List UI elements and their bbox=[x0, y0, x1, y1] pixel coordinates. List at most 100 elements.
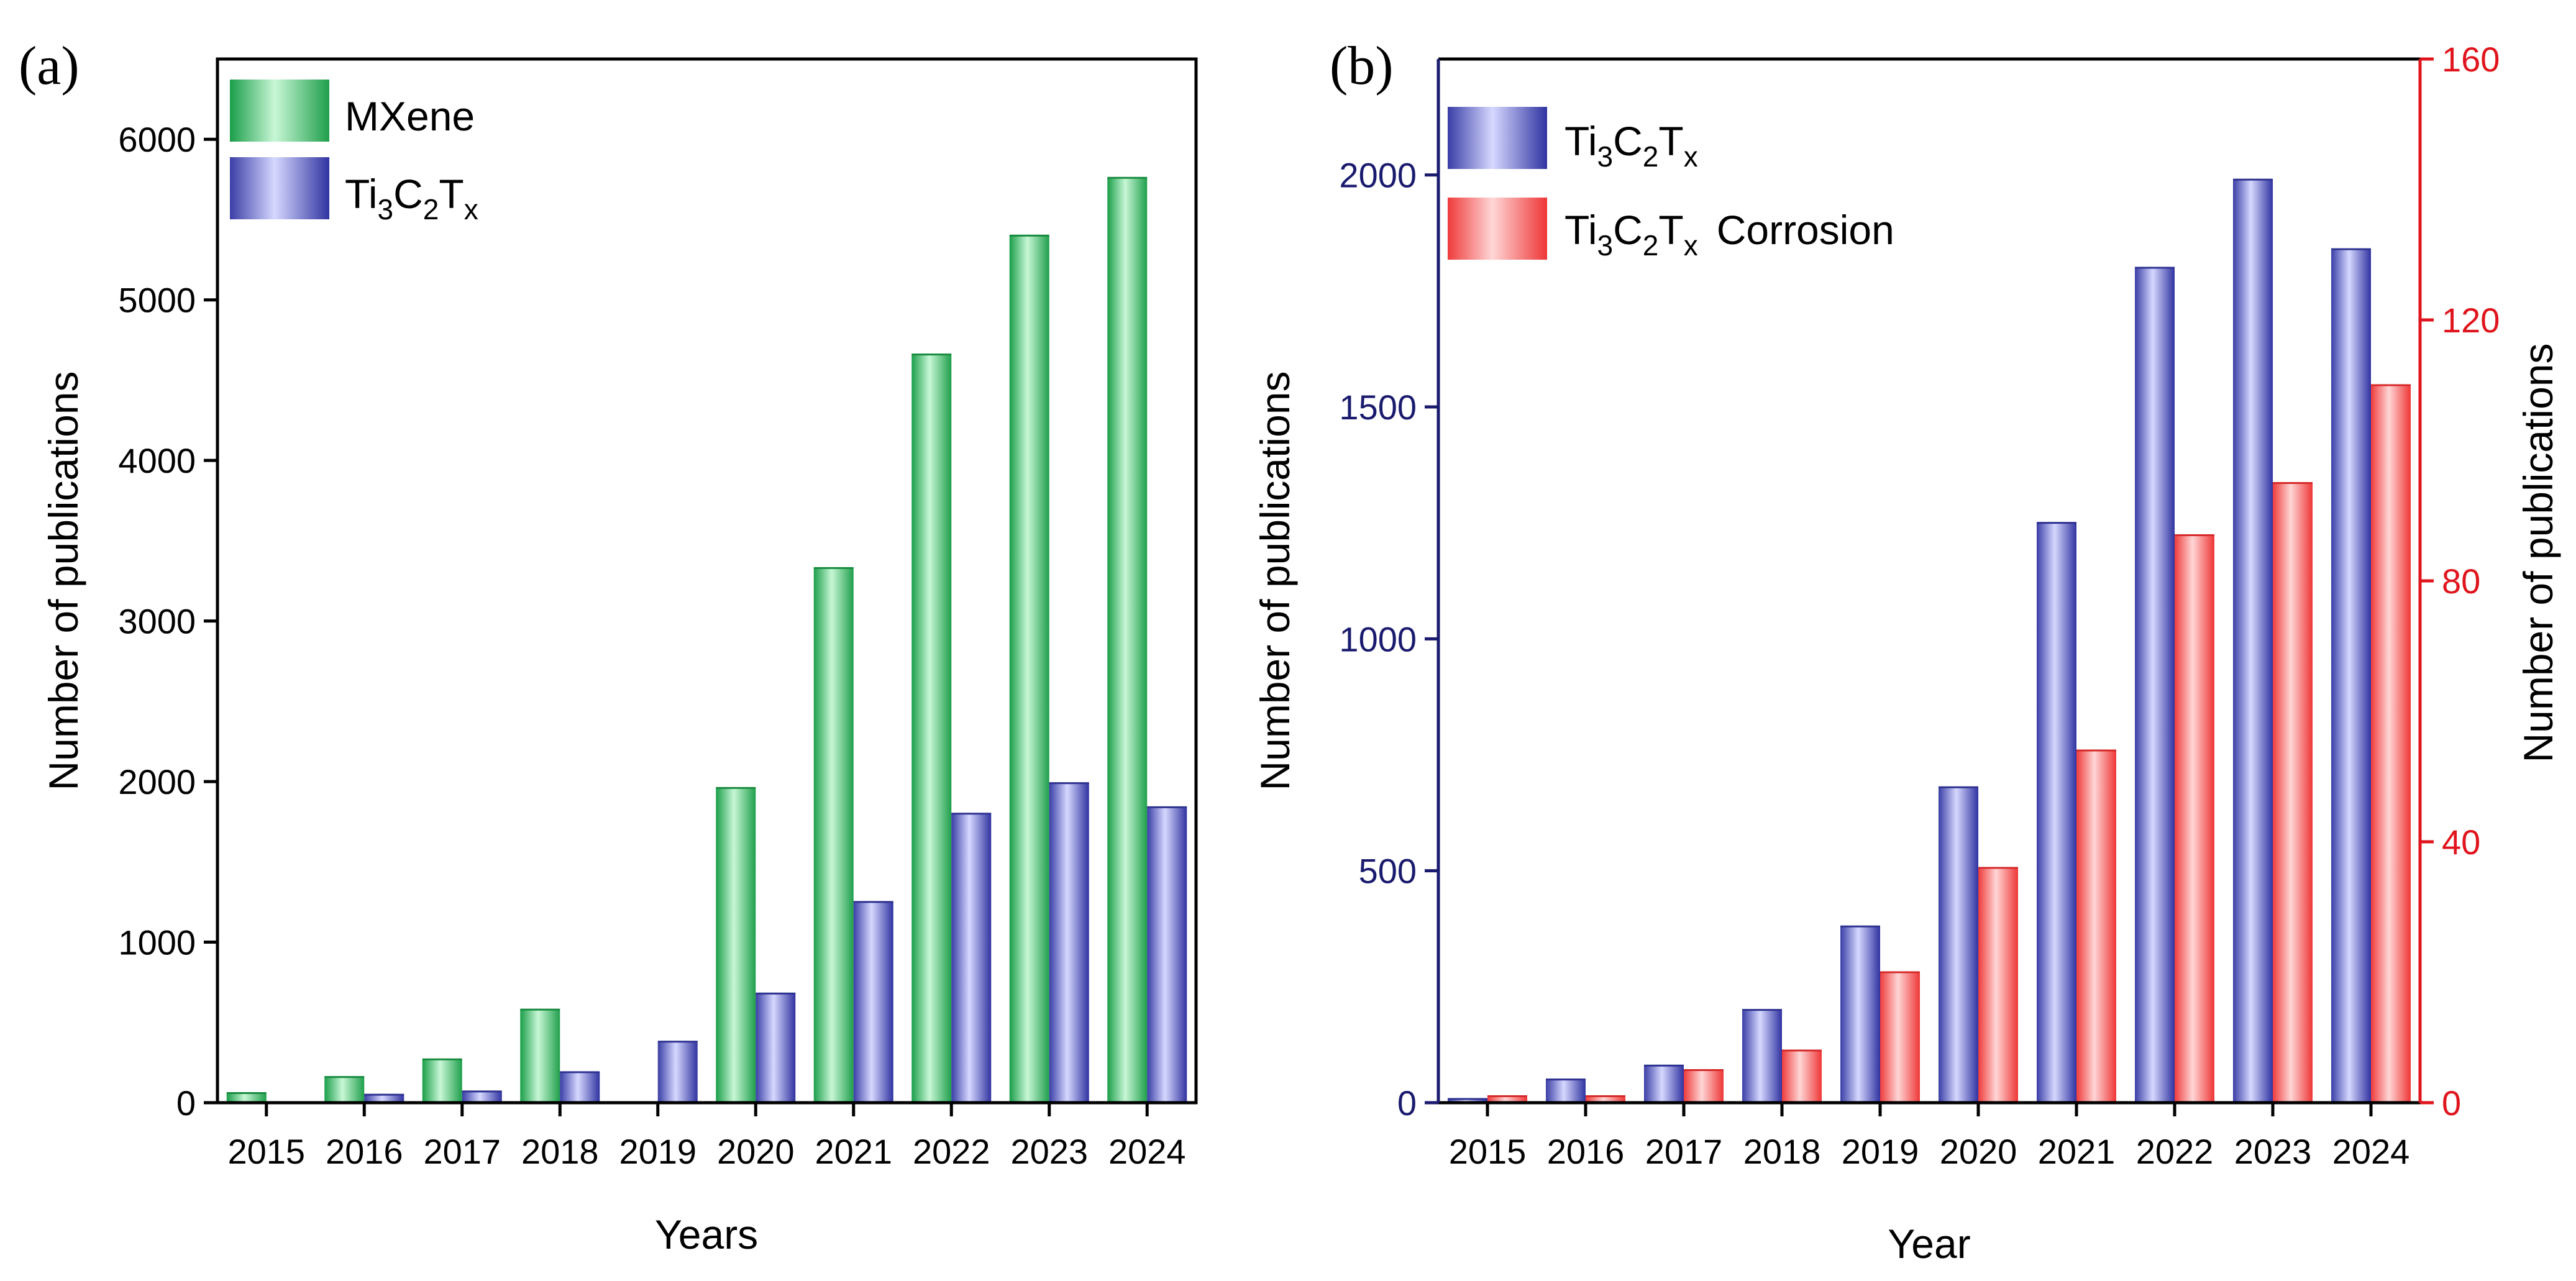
panel-b-bar-ti3c2tx-2015 bbox=[1448, 1099, 1487, 1103]
panel-b-bar-x-tick-label: 2017 bbox=[1645, 1132, 1723, 1171]
panel-a-y-label: Number of publications bbox=[40, 371, 86, 790]
panel-a-label: (a) bbox=[19, 36, 80, 96]
panel-b-y-axis-left-tick-label: 500 bbox=[1359, 852, 1417, 891]
panel-a-plot-frame bbox=[216, 57, 1198, 1105]
panel-a-bar-mxene-2021 bbox=[813, 568, 854, 1103]
panel-a-bar-ti3c2tx-2024 bbox=[1147, 807, 1187, 1103]
panel-b-bar-x-tick-label: 2018 bbox=[1743, 1132, 1821, 1171]
panel-a-bar-mxene-2016 bbox=[324, 1077, 365, 1103]
panel-a-bar-ti3c2tx-2022 bbox=[951, 813, 992, 1103]
panel-b-bar-corrosion-2020 bbox=[1978, 868, 2018, 1103]
panel-a-bar-x-tick-label: 2018 bbox=[521, 1132, 599, 1171]
panel-a-bar-ti3c2tx-2019 bbox=[657, 1041, 698, 1103]
panel-b-y-label-left: Number of publications bbox=[1252, 371, 1298, 790]
panel-b-bar-x-tick-label: 2022 bbox=[2136, 1132, 2214, 1171]
panel-b-bar-corrosion-2017 bbox=[1684, 1070, 1724, 1103]
panel-b-y-axis-left-tick-label: 2000 bbox=[1339, 156, 1417, 195]
panel-a-bar-x-tick-label: 2019 bbox=[619, 1132, 697, 1171]
panel-b-bar-corrosion-2021 bbox=[2076, 750, 2116, 1103]
panel-a-bar-x-tick-label: 2023 bbox=[1010, 1132, 1088, 1171]
panel-b-y-axis-right-tick-label: 160 bbox=[2442, 40, 2500, 79]
panel-a-bar-ti3c2tx-2016 bbox=[364, 1095, 404, 1103]
panel-a-bars bbox=[226, 176, 1187, 1103]
panel-a-bar-mxene-2020 bbox=[716, 788, 756, 1103]
panel-b-bar-ti3c2tx-2024 bbox=[2331, 249, 2371, 1103]
legend-label-corrosion: Ti3C2Tx Corrosion bbox=[1564, 207, 1894, 262]
panel-a-y-axis-tick-label: 4000 bbox=[118, 441, 196, 480]
panel-b-bar-corrosion-2016 bbox=[1586, 1096, 1625, 1103]
panel-b-legend: Ti3C2Tx Ti3C2Tx Corrosion bbox=[1448, 107, 1894, 262]
panel-a-bar-mxene-2022 bbox=[911, 354, 952, 1103]
legend-swatch-mxene bbox=[230, 80, 329, 142]
panel-b-bar-x-tick-label: 2016 bbox=[1547, 1132, 1625, 1171]
panel-b-bar-ti3c2tx-2023 bbox=[2233, 180, 2273, 1103]
panel-b-x-label: Year bbox=[1888, 1221, 1970, 1267]
legend-swatch-ti3c2tx-b bbox=[1448, 107, 1547, 169]
panel-a-y-axis-tick-label: 2000 bbox=[118, 762, 196, 801]
panel-a-legend: MXene Ti3C2Tx bbox=[230, 80, 478, 226]
panel-b-bar-x-tick-label: 2024 bbox=[2332, 1132, 2410, 1171]
panel-b-y-axis-left-tick-label: 0 bbox=[1397, 1083, 1417, 1123]
panel-b-y-axis-left-tick-label: 1500 bbox=[1339, 388, 1417, 427]
panel-a-y-axis-tick-label: 0 bbox=[176, 1083, 196, 1123]
legend-swatch-ti3c2tx bbox=[230, 157, 329, 219]
panel-a-y-axis-tick-label: 1000 bbox=[118, 923, 196, 962]
panel-b-bar-corrosion-2022 bbox=[2175, 535, 2214, 1103]
panel-b-bar-corrosion-2023 bbox=[2273, 483, 2313, 1103]
panel-b-bar-corrosion-2018 bbox=[1782, 1051, 1822, 1103]
panel-a-bar-x-tick-label: 2022 bbox=[913, 1132, 990, 1171]
legend-swatch-corrosion bbox=[1448, 198, 1547, 260]
panel-b-y-axis-right-tick-label: 80 bbox=[2442, 562, 2480, 601]
panel-b-label: (b) bbox=[1330, 36, 1394, 96]
panel-a-y-axis-tick-label: 6000 bbox=[118, 120, 196, 159]
panel-b-bar-x-tick-label: 2019 bbox=[1842, 1132, 1919, 1171]
panel-a-bar-x-tick-label: 2024 bbox=[1108, 1132, 1186, 1171]
legend-label-ti3c2tx: Ti3C2Tx bbox=[345, 171, 478, 226]
panel-a-x-label: Years bbox=[655, 1211, 758, 1257]
panel-b-y-axis-left: 0 500 1000 1500 2000 bbox=[1339, 156, 1438, 1123]
panel-a-bar-ti3c2tx-2023 bbox=[1049, 783, 1089, 1103]
panel-b-bar-ti3c2tx-2021 bbox=[2037, 522, 2076, 1103]
panel-a-bar-mxene-2017 bbox=[422, 1059, 462, 1103]
panel-b-bar-corrosion-2024 bbox=[2371, 385, 2411, 1103]
panel-b-bars bbox=[1448, 178, 2411, 1103]
panel-b-bar-corrosion-2015 bbox=[1487, 1096, 1527, 1103]
panel-b-bar-x-tick-label: 2023 bbox=[2234, 1132, 2312, 1171]
panel-b-bar-corrosion-2019 bbox=[1880, 972, 1920, 1103]
panel-a-bar-mxene-2018 bbox=[520, 1010, 560, 1103]
panel-b-bar-ti3c2tx-2022 bbox=[2135, 268, 2175, 1103]
panel-b-bar-ti3c2tx-2020 bbox=[1939, 787, 1978, 1103]
panel-b-bar-x-tick-label: 2021 bbox=[2038, 1132, 2116, 1171]
panel-b-bar-x-tick-label: 2015 bbox=[1449, 1132, 1527, 1171]
panel-a-bar-x-tick-label: 2021 bbox=[815, 1132, 892, 1171]
panel-b-bar-ti3c2tx-2017 bbox=[1644, 1065, 1684, 1103]
panel-b-y-axis-left-tick-label: 1000 bbox=[1339, 619, 1417, 659]
panel-b-x-axis: 2015 2016 2017 2018 2019 2020 2021 2022 2023 2024 bbox=[1449, 1103, 2410, 1171]
panel-b-bar-ti3c2tx-2018 bbox=[1742, 1010, 1782, 1103]
panel-a-x-axis: 2015 2016 2017 2018 2019 2020 2021 2022 2023 2024 bbox=[227, 1103, 1186, 1171]
panel-a-bar-ti3c2tx-2018 bbox=[560, 1072, 600, 1103]
panel-a-bar-x-tick-label: 2017 bbox=[423, 1132, 501, 1171]
panel-b-bar-ti3c2tx-2019 bbox=[1840, 926, 1880, 1103]
panel-b-y-label-right: Number of publications bbox=[2515, 343, 2561, 762]
panel-b-y-axis-right-tick-label: 0 bbox=[2442, 1083, 2461, 1123]
panel-a-bar-ti3c2tx-2021 bbox=[853, 901, 893, 1103]
panel-a-y-axis: 0 1000 2000 3000 4000 5000 6000 bbox=[118, 120, 217, 1123]
panel-a-bar-x-tick-label: 2020 bbox=[717, 1132, 795, 1171]
panel-a-bar-mxene-2015 bbox=[226, 1093, 267, 1103]
panel-b-y-axis-right: 0 40 80 120 160 bbox=[2420, 40, 2500, 1123]
panel-a-y-axis-tick-label: 5000 bbox=[118, 281, 196, 320]
panel-b-bar-ti3c2tx-2016 bbox=[1546, 1079, 1586, 1103]
panel-a-bar-x-tick-label: 2016 bbox=[326, 1132, 403, 1171]
legend-label-ti3c2tx-b: Ti3C2Tx bbox=[1564, 118, 1698, 173]
panel-b-bar-x-tick-label: 2020 bbox=[1940, 1132, 2017, 1171]
panel-a-bar-mxene-2023 bbox=[1009, 235, 1049, 1103]
panel-a-bar-ti3c2tx-2017 bbox=[462, 1091, 502, 1103]
panel-b-y-axis-right-tick-label: 120 bbox=[2442, 301, 2500, 340]
panel-b-y-axis-right-tick-label: 40 bbox=[2442, 823, 2480, 862]
legend-label-mxene: MXene bbox=[345, 93, 475, 139]
panel-a-bar-mxene-2024 bbox=[1107, 178, 1148, 1103]
